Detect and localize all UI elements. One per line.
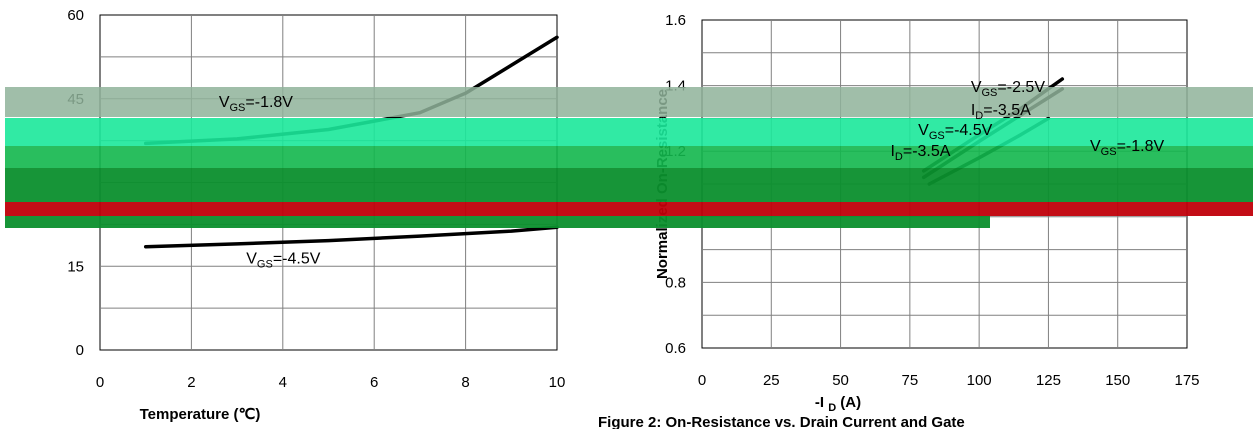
artifact-band-lower-green [5, 216, 990, 228]
scan-artifact-bands [5, 87, 1253, 228]
y-tick-label: 0.6 [665, 340, 686, 357]
annotation-2: VGS=-4.5V [246, 250, 320, 270]
x-tick-label: 6 [370, 374, 378, 391]
figure-caption: Figure 2: On-Resistance vs. Drain Curren… [598, 414, 965, 429]
artifact-band-red [5, 202, 1253, 216]
x-tick-label: 0 [698, 372, 706, 389]
annotation-1: VGS=-1.8V [219, 94, 293, 114]
x-tick-label: 25 [763, 372, 780, 389]
y-tick-label: 15 [67, 258, 84, 275]
x-tick-label: 8 [461, 374, 469, 391]
artifact-band-green [5, 146, 1253, 168]
artifact-band-teal [5, 118, 1253, 146]
right-x-axis-title: -I D (A) [815, 394, 861, 414]
x-tick-label: 175 [1174, 372, 1199, 389]
left-x-axis-title: Temperature (℃) [140, 406, 261, 423]
y-tick-label: 60 [67, 7, 84, 24]
annotation-4: ID=-3.5A [890, 143, 950, 163]
x-tick-label: 75 [902, 372, 919, 389]
x-tick-label: 10 [549, 374, 566, 391]
right-x-axis-title-text: -I [815, 394, 824, 411]
y-tick-label: 1.6 [665, 12, 686, 29]
annotation-1: VGS=-2.5V [971, 79, 1045, 99]
x-tick-label: 50 [832, 372, 849, 389]
annotation-5: VGS=-1.8V [1090, 138, 1164, 158]
x-tick-label: 4 [279, 374, 287, 391]
x-tick-label: 100 [967, 372, 992, 389]
right-x-axis-title-sub: D [828, 402, 836, 414]
y-tick-label: 0.8 [665, 274, 686, 291]
y-tick-label: 0 [76, 342, 84, 359]
artifact-band-gray-green [5, 87, 1253, 117]
series-line-2 [143, 225, 559, 249]
right-x-axis-title-rest: (A) [836, 394, 861, 411]
x-tick-label: 150 [1105, 372, 1130, 389]
annotation-3: VGS=-4.5V [918, 122, 992, 142]
x-tick-label: 2 [187, 374, 195, 391]
left-annotations-top: VGS=-1.8V VGS=-4.5V [219, 94, 321, 270]
artifact-band-dark-green [5, 168, 1253, 202]
annotation-2: ID=-3.5A [971, 102, 1031, 122]
x-tick-label: 0 [96, 374, 104, 391]
x-tick-label: 125 [1036, 372, 1061, 389]
